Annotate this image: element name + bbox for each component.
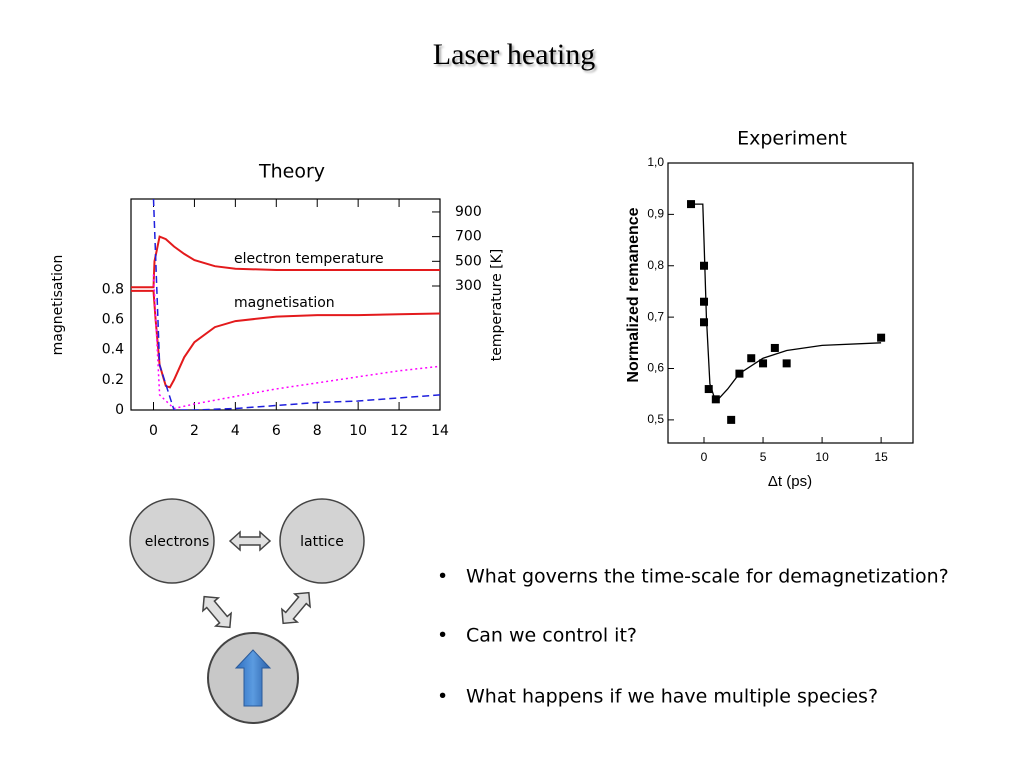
data-point [704,385,713,394]
x-tick-label: 14 [431,423,449,439]
data-point [747,354,756,363]
node-circle [279,498,365,584]
x-axis-label: Δt (ps) [768,473,812,490]
y-tick-label: 0.4 [102,342,124,358]
y-tick-label: 0,7 [647,309,664,323]
y-tick-label: 0,5 [647,412,664,426]
bullet: • [437,625,448,647]
annotation: electron temperature [234,251,384,267]
node-circle [129,498,215,584]
y-tick-label: 0.8 [102,281,124,297]
data-point [770,343,779,352]
data-point [687,200,696,209]
y-tick-label: 0,6 [647,361,664,375]
line [131,289,440,389]
y2-tick-label: 300 [455,278,482,294]
y2-tick-label: 700 [455,229,482,245]
x-tick-label: 0 [149,423,158,439]
x-tick-label: 12 [390,423,408,439]
data-point [700,297,709,306]
y-axis-label: Normalized remanence [625,207,642,382]
line [152,199,440,410]
chart-title: Theory [258,161,325,183]
data-point [711,395,720,404]
x-tick-label: 2 [190,423,199,439]
data-point [700,318,709,327]
bullet-text: Can we control it? [466,625,637,647]
x-tick-label: 5 [760,450,767,464]
y-axis-label: magnetisation [50,255,66,356]
annotation: magnetisation [234,295,335,311]
node-label: lattice [300,534,344,550]
y2-tick-label: 500 [455,253,482,269]
data-point [727,415,736,424]
x-tick-label: 4 [231,423,240,439]
bullet-text: What happens if we have multiple species… [466,686,878,708]
line [131,235,440,289]
x-tick-label: 15 [874,450,888,464]
double-arrow [202,595,232,629]
x-tick-label: 10 [815,450,829,464]
data-point [782,359,791,368]
charts: Theory magnetisation temperature [K] 0 2 4 6 8 1… [50,128,914,490]
y-tick-label: 1,0 [647,155,664,169]
data-point [700,261,709,270]
y-tick-label: 0.2 [102,372,124,388]
lines [131,199,440,410]
plot-frame [667,162,914,444]
line [152,274,440,410]
y-tick-label: 0.6 [102,312,124,328]
x-tick-label: 10 [349,423,367,439]
data-point [877,333,886,342]
slide-title: Laser heating [433,38,595,71]
x-tick-label: 0 [701,450,708,464]
bullet-text: What governs the time-scale for demagnet… [466,566,949,588]
data-point [759,359,768,368]
x-tick-label: 6 [272,423,281,439]
y2-axis-label: temperature [K] [489,249,505,362]
bullet: • [437,566,448,588]
chart-title: Experiment [737,128,847,150]
double-arrow [228,530,272,552]
data-point [735,369,744,378]
y-tick-label: 0 [115,402,124,418]
y-tick-label: 0,8 [647,258,664,272]
bullet: • [437,686,448,708]
y-tick-label: 0,9 [647,207,664,221]
y2-tick-label: 900 [455,204,482,220]
spin-arrow [234,649,272,707]
fit-line [691,203,882,404]
double-arrow [281,591,311,625]
diagram [129,498,365,724]
x-tick-label: 8 [313,423,322,439]
node-label: electrons [145,534,209,550]
plot-frame [130,198,441,411]
